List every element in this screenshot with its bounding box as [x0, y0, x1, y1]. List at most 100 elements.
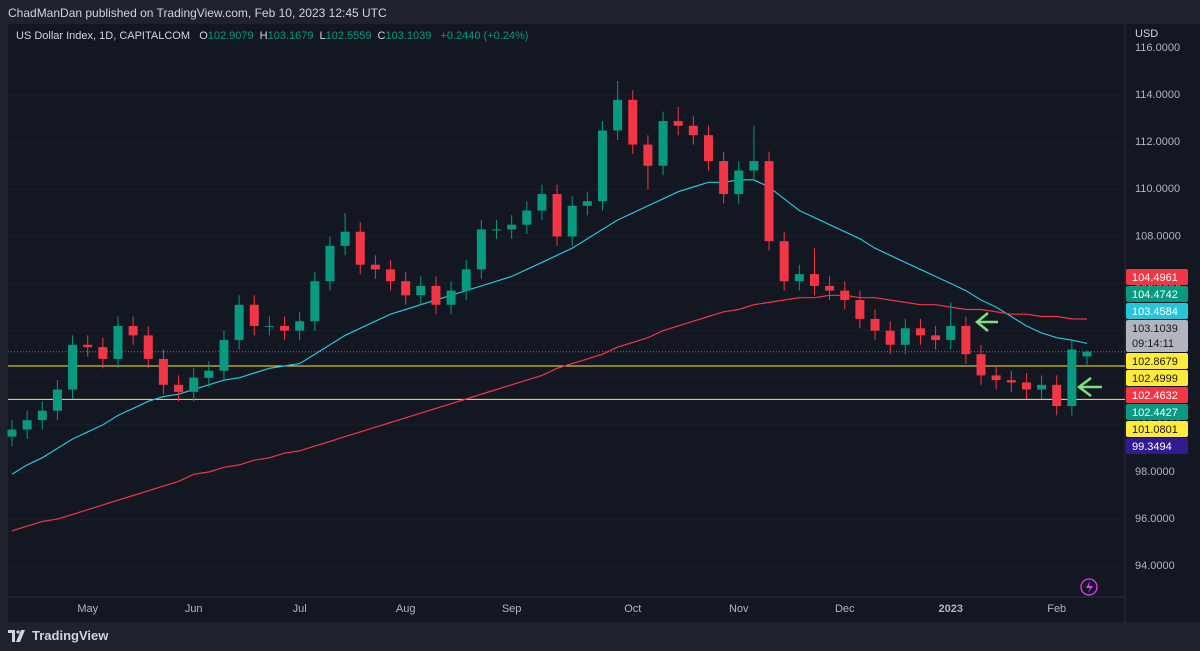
candle-body: [597, 130, 607, 202]
candle-body: [719, 161, 729, 195]
x-tick-label: Aug: [396, 603, 416, 615]
footer: TradingView: [8, 628, 108, 643]
candle-body: [310, 281, 320, 322]
candle-body: [749, 161, 759, 171]
candle-body: [1037, 384, 1047, 390]
candle-body: [628, 99, 638, 145]
candle-body: [280, 325, 290, 331]
candle-body: [673, 121, 683, 126]
candle-body: [703, 135, 713, 162]
price-label-box: [1126, 268, 1188, 285]
candle-body: [658, 121, 668, 166]
candle-body: [915, 328, 925, 336]
candle-body: [340, 231, 350, 246]
x-tick-label: Feb: [1047, 603, 1066, 615]
y-tick-label: 110.0000: [1135, 183, 1180, 195]
candle-body: [446, 290, 456, 305]
candle-body: [1052, 384, 1062, 407]
candle-body: [325, 245, 335, 282]
candle-body: [976, 354, 986, 376]
price-label-box: [1126, 403, 1188, 420]
candle-body: [1006, 380, 1016, 383]
symbol: US Dollar Index, 1D, CAPITALCOM: [16, 30, 191, 42]
y-tick-label: 112.0000: [1135, 136, 1180, 148]
candle-body: [128, 325, 138, 336]
candle-body: [855, 300, 865, 319]
candle-body: [522, 210, 532, 225]
candle-body: [22, 420, 32, 430]
price-label: 104.4742: [1132, 289, 1178, 301]
candle-body: [295, 321, 305, 331]
y-tick-label: 98.0000: [1135, 466, 1175, 478]
alert-icon[interactable]: [1080, 578, 1098, 596]
legend-value: 102.9079: [207, 30, 254, 42]
ohlc: O102.9079 H103.1679 L102.5559 C103.1039: [199, 30, 437, 42]
price-label: 101.0801: [1132, 424, 1178, 436]
price-label-box: [1126, 302, 1188, 319]
price-label-box: [1126, 437, 1188, 454]
candle-body: [37, 410, 47, 421]
price-label-box: [1126, 420, 1188, 437]
x-tick-label: Jul: [293, 603, 307, 615]
legend-key: H: [259, 30, 268, 42]
logo: [8, 629, 25, 642]
candle-body: [688, 125, 698, 136]
legend-key: L: [319, 30, 326, 42]
candle-body: [189, 377, 199, 392]
candle-body: [825, 285, 835, 291]
candle-body: [431, 285, 441, 305]
candle-body: [900, 328, 910, 345]
y-tick-label: 94.0000: [1135, 560, 1175, 572]
candle-body: [794, 274, 804, 282]
x-tick-label: Nov: [729, 603, 749, 615]
plot: [7, 80, 1125, 532]
candle-body: [779, 241, 789, 282]
chart: USD 94.000096.000098.0000100.0000102.000…: [7, 24, 1200, 622]
candle-body: [143, 335, 153, 359]
price-label: 103.4584: [1132, 306, 1178, 318]
price-label: 102.4999: [1132, 373, 1178, 385]
candle-body: [98, 347, 108, 359]
candle-body: [355, 231, 365, 265]
candle-body: [476, 229, 486, 270]
x-tick-label: Oct: [624, 603, 641, 615]
candle-body: [809, 274, 819, 286]
price-label: 102.4632: [1132, 390, 1178, 402]
candle-body: [885, 330, 895, 345]
candle-body: [158, 358, 168, 385]
x-tick-label: 2023: [938, 603, 962, 615]
candle-body: [991, 375, 1001, 381]
candle-body: [1082, 351, 1092, 357]
candle-body: [249, 304, 259, 326]
candle-body: [582, 201, 592, 206]
y-tick-label: 114.0000: [1135, 89, 1180, 101]
moving-average: [11, 294, 1088, 532]
candle-body: [552, 194, 562, 237]
alert-bolt: [1086, 581, 1093, 593]
candle-body: [370, 264, 380, 270]
candle-body: [961, 325, 971, 355]
candle-body: [1021, 382, 1031, 390]
price-label-box: [1126, 319, 1188, 352]
candle-body: [416, 285, 426, 296]
candle-body: [567, 205, 577, 237]
x-tick-label: Dec: [835, 603, 855, 615]
legend-key: O: [199, 30, 208, 42]
legend: US Dollar Index, 1D, CAPITALCOM O102.907…: [16, 30, 534, 42]
candle-body: [386, 269, 396, 282]
candle-body: [734, 170, 744, 195]
candle-body: [507, 224, 517, 230]
publish-info: ChadManDan published on TradingView.com,…: [8, 6, 387, 20]
candle-body: [870, 318, 880, 331]
candle-body: [264, 325, 274, 327]
price-label: 102.4427: [1132, 407, 1178, 419]
legend-value: 103.1679: [267, 30, 314, 42]
candle-body: [52, 389, 62, 411]
candle-body: [219, 340, 229, 371]
candle-body: [401, 281, 411, 296]
candle-body: [68, 344, 78, 390]
price-label-box: [1126, 352, 1188, 369]
x-tick-label: May: [77, 603, 98, 615]
legend-value: 102.5559: [325, 30, 372, 42]
